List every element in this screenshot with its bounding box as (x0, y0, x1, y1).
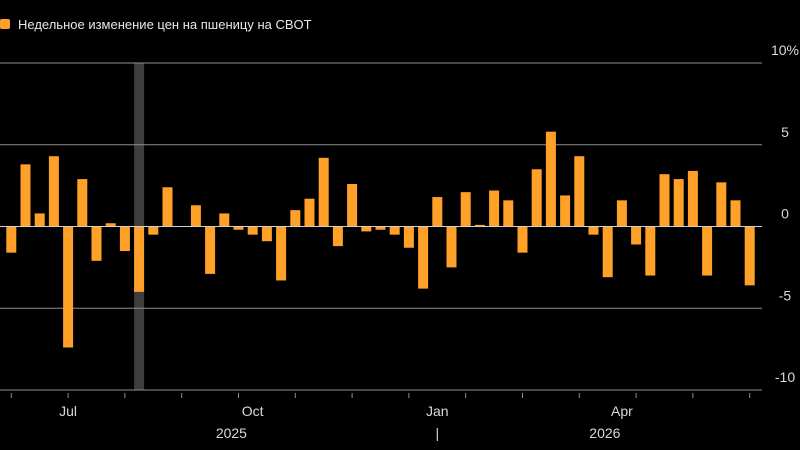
bar (318, 157, 329, 227)
bar (304, 198, 315, 227)
bar (687, 170, 698, 227)
bar (702, 226, 713, 276)
bar (716, 182, 727, 227)
bar (645, 226, 656, 276)
bar (219, 213, 230, 227)
x-month-label: Jul (59, 403, 77, 419)
bar (77, 179, 88, 227)
bar (730, 200, 741, 227)
bar (531, 169, 542, 227)
bar (389, 226, 400, 235)
bar (261, 226, 272, 242)
y-tick-label: -5 (779, 287, 792, 303)
bar (545, 131, 556, 227)
y-tick-label: -10 (775, 369, 795, 385)
x-month-label: Jan (426, 403, 449, 419)
y-tick-label: 0 (781, 206, 789, 222)
bar (91, 226, 102, 261)
bar (6, 226, 17, 253)
bar (474, 224, 485, 227)
bar (20, 164, 31, 227)
bar (148, 226, 159, 235)
bar (403, 226, 414, 248)
bar (190, 205, 201, 227)
bar (34, 213, 45, 227)
x-year-label: 2025 (216, 425, 247, 441)
legend-swatch (0, 19, 10, 29)
bar (134, 226, 145, 292)
bar (588, 226, 599, 235)
bar (460, 192, 471, 227)
bar (48, 156, 59, 227)
bar (616, 200, 627, 227)
bar (744, 226, 755, 286)
bar (631, 226, 642, 245)
legend-label: Недельное изменение цен на пшеницу на CB… (18, 16, 312, 32)
bar (560, 195, 571, 227)
bar (418, 226, 429, 289)
bar (332, 226, 343, 247)
bar (347, 183, 358, 227)
x-year-label: 2026 (589, 425, 620, 441)
bar (446, 226, 457, 268)
bar (602, 226, 613, 278)
bar (361, 226, 372, 232)
bar (503, 200, 514, 227)
bar (162, 187, 173, 227)
bar (574, 156, 585, 227)
bar (247, 226, 258, 235)
bar (119, 226, 130, 252)
legend: Недельное изменение цен на пшеницу на CB… (0, 14, 312, 34)
bar (673, 179, 684, 227)
bar (276, 226, 287, 281)
bar (375, 226, 386, 230)
bar (432, 197, 443, 227)
bar (105, 223, 116, 227)
y-tick-label: 10% (771, 42, 799, 58)
bar (517, 226, 528, 253)
bar (290, 210, 301, 227)
bar (63, 226, 74, 348)
x-month-label: Oct (242, 403, 264, 419)
bar (659, 174, 670, 227)
bar (233, 226, 244, 230)
year-separator: | (435, 425, 439, 441)
bar (205, 226, 216, 274)
x-month-label: Apr (611, 403, 633, 419)
bar (489, 190, 500, 227)
y-tick-label: 5 (781, 124, 789, 140)
